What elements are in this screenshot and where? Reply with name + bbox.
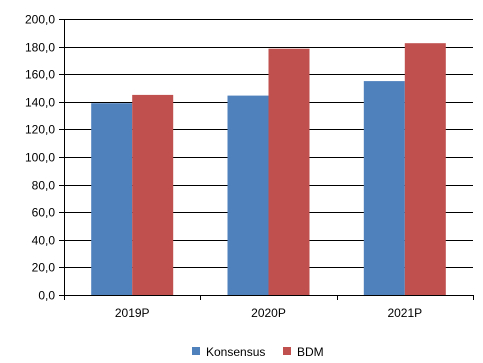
y-tick-label: 100,0 [25,151,55,165]
bar-konsensus-2021p [363,81,405,295]
y-tick-label: 180,0 [25,41,55,55]
y-tick-label: 140,0 [25,96,55,110]
bar-bdm-2019p [132,94,174,296]
axes [59,19,474,300]
y-tick-label: 120,0 [25,123,55,137]
y-tick-label: 200,0 [25,13,55,27]
y-tick-label: 40,0 [32,234,56,248]
x-tick-label: 2019P [115,306,150,320]
x-tick-label: 2021P [387,306,422,320]
bars [91,43,446,296]
bar-bdm-2021p [404,43,446,296]
legend-label-konsensus: Konsensus [206,345,265,359]
x-tick-labels: 2019P 2020P 2021P [115,306,422,320]
legend-swatch-konsensus [192,347,200,355]
legend-label-bdm: BDM [297,345,324,359]
y-tick-label: 60,0 [32,206,56,220]
y-tick-label: 0,0 [38,289,55,303]
bar-konsensus-2019p [91,103,133,295]
x-tick-label: 2020P [251,306,286,320]
legend: Konsensus BDM [192,345,324,359]
y-tick-label: 20,0 [32,261,56,275]
y-tick-labels: 0,0 20,0 40,0 60,0 80,0 100,0 120,0 140,0 160,0 1… [25,13,55,303]
y-tick-label: 80,0 [32,179,56,193]
bar-konsensus-2020p [227,95,269,295]
bar-bdm-2020p [268,48,310,296]
legend-swatch-bdm [283,347,291,355]
y-tick-label: 160,0 [25,68,55,82]
